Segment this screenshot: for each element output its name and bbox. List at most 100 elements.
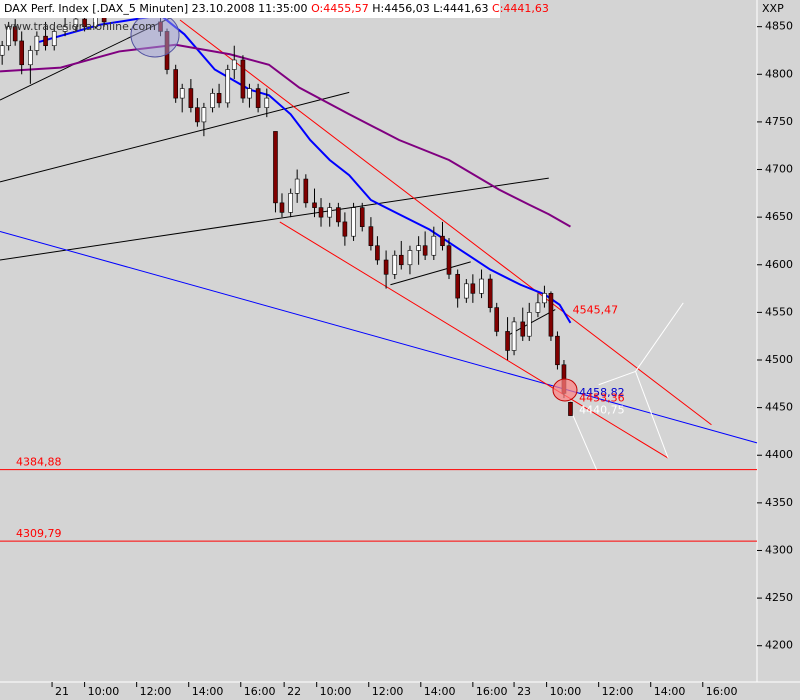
y-tick-label: 4800 <box>765 67 793 80</box>
y-tick-label: 4550 <box>765 305 793 318</box>
candle-body <box>247 88 252 99</box>
candle-body <box>368 226 374 247</box>
trendline <box>279 221 669 459</box>
candle-body <box>535 302 541 313</box>
candle-body <box>0 45 5 56</box>
candle-body <box>542 293 547 304</box>
candle-body <box>375 245 380 261</box>
candle-body <box>195 107 200 123</box>
y-tick-label: 4750 <box>765 115 793 128</box>
header: DAX Perf. Index [.DAX_5 Minuten] 23.10.2… <box>4 2 549 15</box>
candle-body <box>6 26 11 47</box>
candle-body <box>19 40 24 66</box>
candle-body <box>73 18 79 27</box>
price-label: 4453,36 <box>579 391 625 404</box>
datetime: 23.10.2008 11:35:00 <box>192 2 308 15</box>
candle-body <box>511 321 517 351</box>
candle-body <box>327 207 332 218</box>
candle-body <box>416 245 421 251</box>
candle-body <box>62 26 68 32</box>
y-tick-label: 4500 <box>765 353 793 366</box>
header-box <box>0 0 500 18</box>
candle-body <box>494 307 500 332</box>
price-label: 4545,47 <box>573 304 619 317</box>
y-tick-label: 4850 <box>765 20 793 33</box>
level-label: 4384,88 <box>16 456 62 469</box>
trendline <box>598 370 636 386</box>
price-label: 4440,75 <box>579 403 625 416</box>
trendline <box>0 177 549 261</box>
x-tick-label: 14:00 <box>192 685 224 698</box>
candle-body <box>422 245 428 256</box>
candle-body <box>440 235 445 247</box>
candle-body <box>431 235 437 256</box>
ohlc-open: O:4455,57 <box>311 2 369 15</box>
candle-body <box>201 107 207 123</box>
candle-body <box>279 202 285 213</box>
x-tick-label: 12:00 <box>602 685 634 698</box>
symbol: DAX Perf. Index [.DAX_5 Minuten] <box>4 2 188 15</box>
trendline <box>635 371 669 459</box>
x-tick-label: 16:00 <box>706 685 738 698</box>
ohlc-close: C:4441,63 <box>492 2 549 15</box>
candle-body <box>318 207 324 218</box>
x-tick-label: 10:00 <box>88 685 120 698</box>
trendline <box>0 230 758 444</box>
candle-body <box>12 26 18 42</box>
y-tick-label: 4250 <box>765 591 793 604</box>
level-label: 4309,79 <box>16 527 62 540</box>
y-tick-label: 4650 <box>765 210 793 223</box>
candle-body <box>34 35 40 51</box>
candle-body <box>264 97 270 108</box>
y-tick-label: 4700 <box>765 163 793 176</box>
candle-body <box>479 278 484 294</box>
watermark: www.tradesignalonline.com <box>4 20 156 33</box>
ohlc-high: H:4456,03 <box>372 2 429 15</box>
candle-body <box>303 178 309 204</box>
candle-body <box>210 93 215 108</box>
moving-average <box>38 14 572 324</box>
y-tick-label: 4200 <box>765 639 793 652</box>
x-tick-label: 16:00 <box>476 685 508 698</box>
candle-body <box>28 50 33 66</box>
candle-body <box>487 278 493 308</box>
candle-body <box>555 335 560 366</box>
candle-body <box>383 259 389 275</box>
candle-body <box>216 93 222 104</box>
candle-body <box>351 207 356 237</box>
candle-body <box>173 69 178 99</box>
y-tick-label: 4600 <box>765 258 793 271</box>
x-tick-label: 12:00 <box>140 685 172 698</box>
x-tick-label: 10:00 <box>550 685 582 698</box>
candle-body <box>240 59 246 99</box>
y-tick-label: 4350 <box>765 496 793 509</box>
candle-body <box>455 273 460 299</box>
candle-body <box>231 59 237 70</box>
x-tick-label: 12:00 <box>372 685 404 698</box>
x-tick-label: 10:00 <box>320 685 352 698</box>
candle-body <box>398 254 404 266</box>
candle-body <box>273 131 278 204</box>
candle-body <box>179 88 185 99</box>
price-label: 4458,82 <box>579 386 625 399</box>
x-tick-label: 22 <box>287 685 301 698</box>
candle-body <box>359 207 365 227</box>
candle-body <box>43 35 48 47</box>
candle-body <box>548 293 554 337</box>
candle-body <box>225 69 231 104</box>
trendline <box>0 91 350 183</box>
trendline <box>390 261 471 286</box>
y-tick-label: 4400 <box>765 448 793 461</box>
candle-body <box>446 245 452 275</box>
highlight <box>552 378 578 402</box>
candle-body <box>82 18 87 27</box>
ohlc-low: L:4441,63 <box>433 2 488 15</box>
moving-average <box>0 43 571 228</box>
trendline <box>570 409 597 470</box>
candle-body <box>392 254 398 275</box>
candle-body <box>312 202 317 208</box>
candle-body <box>407 250 413 266</box>
trendline <box>179 19 712 426</box>
candle-body <box>568 402 573 416</box>
